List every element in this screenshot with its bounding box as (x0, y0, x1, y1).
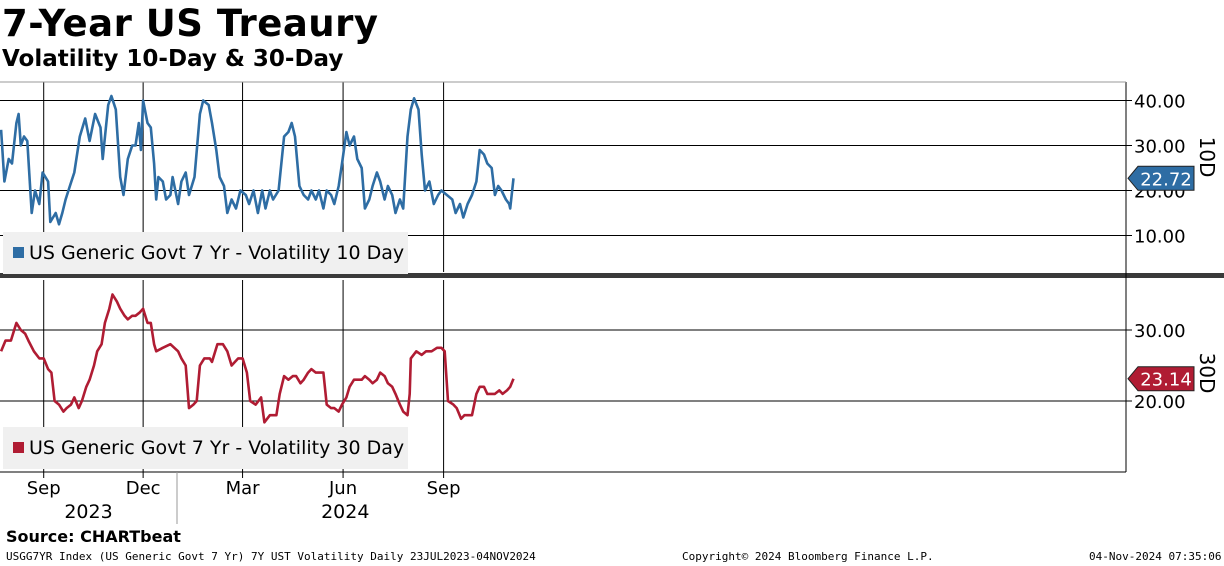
series-line (0, 94, 515, 226)
legend-label: US Generic Govt 7 Yr - Volatility 10 Day (29, 242, 404, 264)
timestamp: 04-Nov-2024 07:35:06 (1089, 550, 1222, 563)
page-title: 7-Year US Treaury (2, 2, 379, 45)
last-value-label: 23.14 (1140, 370, 1192, 391)
y-tick-label: 30.00 (1134, 137, 1186, 158)
last-value-flag (1127, 165, 1195, 191)
x-tick-label: Mar (226, 478, 261, 499)
index-info: USGG7YR Index (US Generic Govt 7 Yr) 7Y … (6, 550, 536, 563)
last-value-label: 22.72 (1140, 169, 1192, 190)
series-line (0, 293, 515, 424)
source-label: Source: CHARTbeat (6, 527, 181, 546)
panel-divider (0, 273, 1224, 278)
legend-swatch (13, 247, 24, 258)
year-label: 2024 (321, 501, 369, 523)
x-tick-label: Jun (328, 478, 357, 499)
top-panel-series (0, 94, 515, 226)
year-label: 2023 (64, 501, 112, 523)
y-tick-label: 30.00 (1134, 321, 1186, 342)
x-tick-label: Sep (27, 478, 61, 499)
legend-swatch (13, 442, 24, 453)
panel-axis-label: 10D (1195, 137, 1219, 178)
x-tick-label: Dec (126, 478, 161, 499)
y-tick-label: 40.00 (1134, 92, 1186, 113)
page-subtitle: Volatility 10-Day & 30-Day (2, 46, 344, 72)
chart-legends: US Generic Govt 7 Yr - Volatility 10 Day… (3, 232, 408, 469)
legend-box (3, 232, 408, 274)
bottom-panel-series (0, 293, 515, 424)
y-tick-label: 20.00 (1134, 392, 1186, 413)
y-tick-label: 10.00 (1134, 227, 1186, 248)
x-tick-label: Sep (427, 478, 461, 499)
legend-box (3, 427, 408, 469)
legend-label: US Generic Govt 7 Yr - Volatility 30 Day (29, 437, 404, 459)
panel-axis-label: 30D (1195, 353, 1219, 394)
copyright-text: Copyright© 2024 Bloomberg Finance L.P. (682, 550, 934, 563)
last-value-flag (1127, 366, 1195, 392)
